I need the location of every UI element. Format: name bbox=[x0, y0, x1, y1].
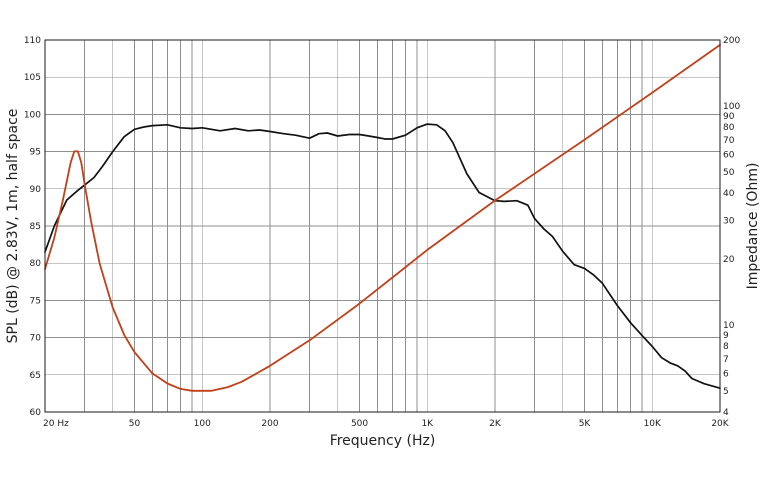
y-tick-label: 70 bbox=[30, 334, 42, 344]
y2-tick-label: 9 bbox=[723, 331, 729, 341]
x-tick-label: 20 Hz bbox=[43, 419, 69, 429]
x-tick-label: 100 bbox=[194, 419, 211, 429]
y2-tick-label: 100 bbox=[723, 102, 740, 112]
x-tick-label: 10K bbox=[644, 419, 662, 429]
y-tick-label: 80 bbox=[30, 259, 42, 269]
y2-tick-label: 60 bbox=[723, 150, 735, 160]
y-tick-label: 60 bbox=[30, 408, 42, 418]
y-tick-label: 65 bbox=[30, 371, 41, 381]
x-tick-label: 5K bbox=[579, 419, 592, 429]
y2-tick-label: 4 bbox=[723, 408, 729, 418]
y2-tick-label: 200 bbox=[723, 36, 740, 46]
x-tick-label: 1K bbox=[421, 419, 434, 429]
y2-tick-label: 50 bbox=[723, 168, 735, 178]
y-tick-label: 105 bbox=[24, 73, 41, 83]
y-tick-labels: 60 65 70 75 80 85 90 95 100 105 110 bbox=[24, 36, 41, 418]
y2-tick-label: 40 bbox=[723, 189, 735, 199]
plot-frame bbox=[44, 39, 721, 413]
y2-tick-label: 20 bbox=[723, 255, 735, 265]
x-tick-label: 2K bbox=[489, 419, 502, 429]
y-tick-label: 90 bbox=[30, 185, 42, 195]
x-tick-label: 200 bbox=[261, 419, 278, 429]
y-axis-label: SPL (dB) @ 2.83V, 1m, half space bbox=[5, 109, 21, 344]
grid bbox=[45, 40, 720, 412]
y-tick-label: 75 bbox=[30, 296, 41, 306]
x-tick-label: 50 bbox=[129, 419, 141, 429]
y-tick-label: 95 bbox=[30, 148, 41, 158]
series-layer bbox=[44, 44, 721, 392]
x-tick-label: 500 bbox=[351, 419, 368, 429]
y2-tick-label: 10 bbox=[723, 321, 735, 331]
y2-tick-label: 80 bbox=[723, 123, 735, 133]
impedance-curve bbox=[44, 44, 721, 392]
y2-tick-label: 5 bbox=[723, 387, 729, 397]
y2-tick-label: 90 bbox=[723, 112, 735, 122]
spl-curve bbox=[44, 123, 721, 390]
x-tick-label: 20K bbox=[711, 419, 729, 429]
x-axis-label: Frequency (Hz) bbox=[330, 433, 436, 449]
y2-tick-label: 70 bbox=[723, 136, 735, 146]
y2-tick-label: 30 bbox=[723, 216, 735, 226]
y2-tick-label: 6 bbox=[723, 369, 729, 379]
y2-tick-label: 7 bbox=[723, 355, 729, 365]
y-tick-label: 110 bbox=[24, 36, 41, 46]
y-tick-label: 100 bbox=[24, 110, 41, 120]
y2-tick-label: 8 bbox=[723, 342, 729, 352]
y-tick-label: 85 bbox=[30, 222, 41, 232]
y2-axis-label: Impedance (Ohm) bbox=[745, 163, 761, 290]
x-tick-labels: 20 Hz 50 100 200 500 1K 2K 5K 10K 20K bbox=[43, 419, 730, 429]
